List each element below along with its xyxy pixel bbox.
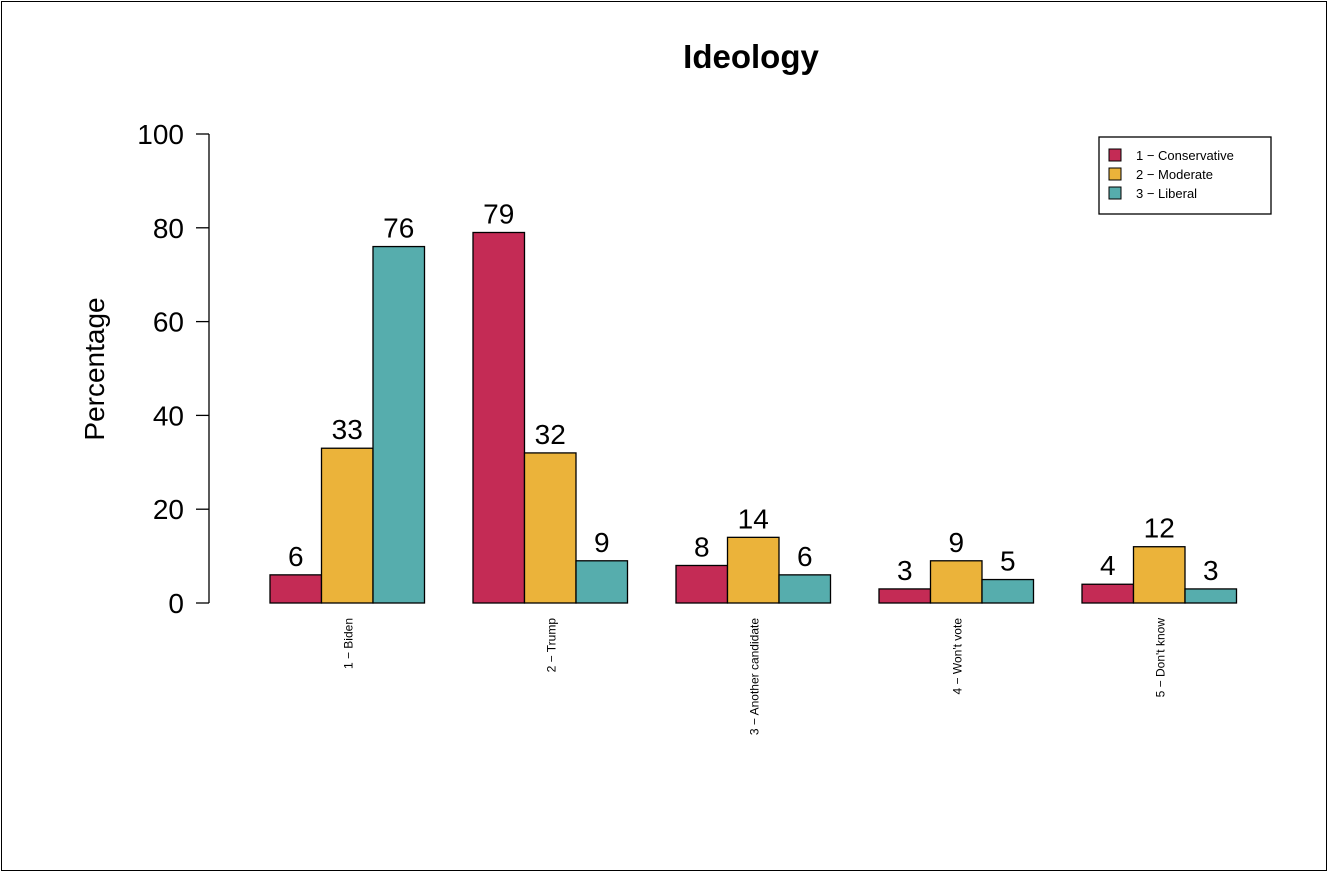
bar-value-label: 14 <box>738 503 769 534</box>
legend-label: 3 − Liberal <box>1136 186 1197 201</box>
bar-value-label: 6 <box>797 541 813 572</box>
legend-swatch <box>1108 167 1122 181</box>
legend-label: 1 − Conservative <box>1136 148 1234 163</box>
bar-value-labels: 6 33 76 79 32 9 8 14 6 3 9 5 4 12 3 <box>288 198 1219 585</box>
bar-value-label: 12 <box>1144 513 1175 544</box>
bar <box>320 447 374 604</box>
y-tick-label: 0 <box>168 588 184 619</box>
bar <box>726 536 780 604</box>
bar <box>372 245 426 604</box>
bar-value-label: 9 <box>594 527 610 558</box>
y-tick-label: 60 <box>153 307 184 338</box>
bar <box>575 560 629 604</box>
bar <box>472 231 526 604</box>
bar-value-label: 8 <box>694 531 710 562</box>
bar-value-label: 79 <box>483 198 514 229</box>
bar <box>778 574 832 604</box>
bar-value-label: 3 <box>897 555 913 586</box>
legend-swatch <box>1108 148 1122 162</box>
bar <box>269 574 323 604</box>
x-tick-label: 4 − Won't vote <box>950 618 964 695</box>
bar-value-label: 33 <box>332 414 363 445</box>
legend: 1 − Conservative 2 − Moderate 3 − Liberal <box>1098 136 1272 215</box>
x-axis-tick-labels: 1 − Biden 2 − Trump 3 − Another candidate 4… <box>341 618 1167 735</box>
x-tick-label: 3 − Another candidate <box>747 618 761 735</box>
bar-value-label: 3 <box>1203 555 1219 586</box>
bar-value-label: 6 <box>288 541 304 572</box>
bar-value-label: 9 <box>948 527 964 558</box>
bar <box>1081 583 1135 604</box>
legend-swatch <box>1108 186 1122 200</box>
y-tick-label: 80 <box>153 213 184 244</box>
bar <box>981 578 1035 604</box>
bar <box>929 560 983 604</box>
y-axis: 0 20 40 60 80 100 <box>137 119 210 619</box>
bar <box>675 564 729 604</box>
legend-label: 2 − Moderate <box>1136 167 1213 182</box>
bar-value-label: 4 <box>1100 550 1116 581</box>
x-tick-label: 5 − Don't know <box>1153 618 1167 698</box>
bar <box>1184 588 1238 604</box>
x-tick-label: 1 − Biden <box>341 618 355 669</box>
bar <box>523 452 577 604</box>
bar-value-label: 76 <box>383 213 414 244</box>
bar <box>878 588 932 604</box>
x-tick-label: 2 − Trump <box>544 618 558 673</box>
legend-box <box>1098 136 1272 215</box>
bar-group <box>269 231 1238 604</box>
y-axis-label: Percentage <box>79 297 110 440</box>
y-tick-label: 40 <box>153 400 184 431</box>
y-tick-label: 20 <box>153 494 184 525</box>
y-tick-label: 100 <box>137 119 184 150</box>
bar-value-label: 5 <box>1000 546 1016 577</box>
chart-title: Ideology <box>683 38 819 75</box>
bar <box>1132 546 1186 604</box>
bar-value-label: 32 <box>535 419 566 450</box>
